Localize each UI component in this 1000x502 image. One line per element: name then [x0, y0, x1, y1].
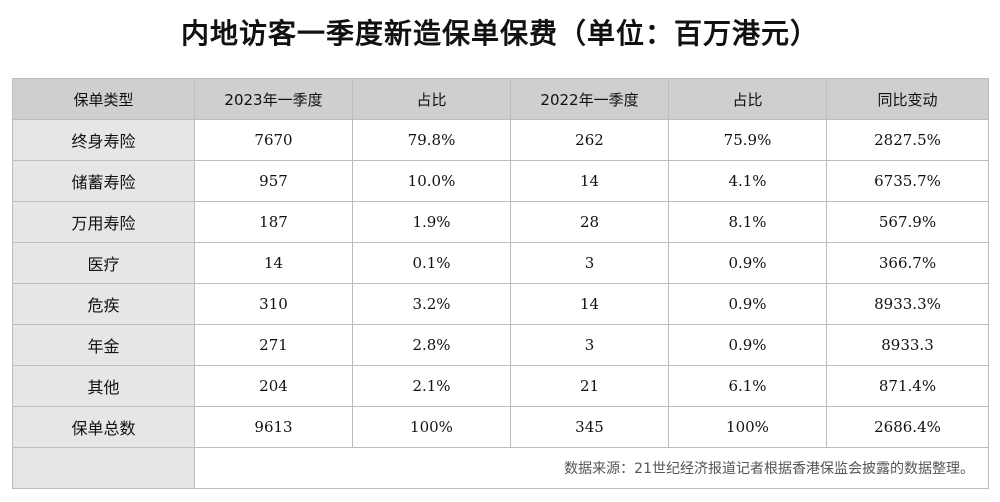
- row-label: 危疾: [12, 283, 195, 325]
- table-cell: 79.8%: [352, 119, 511, 161]
- table-row: 危疾 310 3.2% 14 0.9% 8933.3%: [12, 283, 989, 325]
- table-row: 年金 271 2.8% 3 0.9% 8933.3: [12, 324, 989, 366]
- page-title: 内地访客一季度新造保单保费（单位：百万港元）: [180, 17, 819, 50]
- table-cell: 957: [194, 160, 353, 202]
- table-cell: 310: [194, 283, 353, 325]
- table-cell: 871.4%: [826, 365, 989, 407]
- column-header-policy-type: 保单类型: [12, 78, 195, 120]
- table-cell: 0.9%: [668, 242, 827, 284]
- row-label: 储蓄寿险: [12, 160, 195, 202]
- table-cell: 366.7%: [826, 242, 989, 284]
- table-cell: 28: [510, 201, 669, 243]
- table-cell: 8933.3%: [826, 283, 989, 325]
- table-cell: 6735.7%: [826, 160, 989, 202]
- premium-table: 保单类型 2023年一季度 占比 2022年一季度 占比 同比变动 终身寿险 7…: [12, 78, 989, 489]
- column-header-share-2022: 占比: [668, 78, 827, 120]
- table-row: 终身寿险 7670 79.8% 262 75.9% 2827.5%: [12, 119, 989, 161]
- table-cell: 100%: [668, 406, 827, 448]
- source-row: 数据来源：21世纪经济报道记者根据香港保监会披露的数据整理。: [12, 447, 989, 489]
- table-cell: 7670: [194, 119, 353, 161]
- table-cell: 187: [194, 201, 353, 243]
- table-row: 储蓄寿险 957 10.0% 14 4.1% 6735.7%: [12, 160, 989, 202]
- table-cell: 14: [510, 283, 669, 325]
- table-cell: 2.1%: [352, 365, 511, 407]
- table-cell: 345: [510, 406, 669, 448]
- row-label: 其他: [12, 365, 195, 407]
- table-cell: 1.9%: [352, 201, 511, 243]
- table-cell: 262: [510, 119, 669, 161]
- table-cell: 9613: [194, 406, 353, 448]
- table-cell: 10.0%: [352, 160, 511, 202]
- table-row: 万用寿险 187 1.9% 28 8.1% 567.9%: [12, 201, 989, 243]
- table-cell: 567.9%: [826, 201, 989, 243]
- table-cell: 14: [194, 242, 353, 284]
- table-cell: 2686.4%: [826, 406, 989, 448]
- row-label: 保单总数: [12, 406, 195, 448]
- source-blank-cell: [12, 447, 195, 489]
- row-label: 年金: [12, 324, 195, 366]
- table-cell: 2.8%: [352, 324, 511, 366]
- table-cell: 21: [510, 365, 669, 407]
- row-label: 医疗: [12, 242, 195, 284]
- row-label: 终身寿险: [12, 119, 195, 161]
- table-cell: 8.1%: [668, 201, 827, 243]
- table-cell: 271: [194, 324, 353, 366]
- table-cell: 8933.3: [826, 324, 989, 366]
- table-cell: 2827.5%: [826, 119, 989, 161]
- column-header-yoy-change: 同比变动: [826, 78, 989, 120]
- column-header-share-2023: 占比: [352, 78, 511, 120]
- row-label: 万用寿险: [12, 201, 195, 243]
- table-cell: 6.1%: [668, 365, 827, 407]
- table-row: 医疗 14 0.1% 3 0.9% 366.7%: [12, 242, 989, 284]
- table-cell: 75.9%: [668, 119, 827, 161]
- table-cell: 3: [510, 324, 669, 366]
- table-cell: 0.1%: [352, 242, 511, 284]
- table-cell: 14: [510, 160, 669, 202]
- table-row: 其他 204 2.1% 21 6.1% 871.4%: [12, 365, 989, 407]
- table-cell: 3: [510, 242, 669, 284]
- table-cell: 3.2%: [352, 283, 511, 325]
- table-cell: 204: [194, 365, 353, 407]
- table-cell: 0.9%: [668, 283, 827, 325]
- column-header-2023-q1: 2023年一季度: [194, 78, 353, 120]
- table-cell: 100%: [352, 406, 511, 448]
- table-header-row: 保单类型 2023年一季度 占比 2022年一季度 占比 同比变动: [12, 78, 989, 120]
- table-cell: 4.1%: [668, 160, 827, 202]
- table-row-total: 保单总数 9613 100% 345 100% 2686.4%: [12, 406, 989, 448]
- table-cell: 0.9%: [668, 324, 827, 366]
- source-note: 数据来源：21世纪经济报道记者根据香港保监会披露的数据整理。: [194, 447, 989, 489]
- column-header-2022-q1: 2022年一季度: [510, 78, 669, 120]
